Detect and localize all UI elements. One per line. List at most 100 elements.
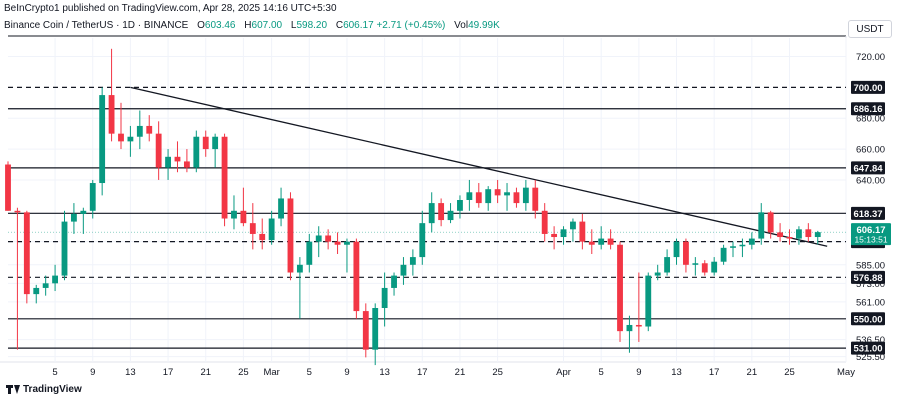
tradingview-brand[interactable]: TradingView [6, 384, 82, 395]
candle-body [475, 192, 482, 204]
candle-body [259, 233, 266, 241]
x-tick-label: 13 [671, 367, 682, 378]
x-tick-label: 25 [238, 367, 249, 378]
candle-body [560, 229, 567, 238]
candle-body [551, 233, 558, 238]
candle-body [532, 187, 539, 211]
level-label-bg [851, 341, 885, 355]
level-label: 686.16 [853, 104, 882, 115]
y-tick-label: 585.00 [856, 260, 885, 271]
candle-body [485, 189, 492, 204]
candle-body [805, 229, 812, 238]
candle-body [287, 198, 294, 273]
candle-body [796, 229, 802, 239]
x-tick-label: 5 [52, 367, 57, 378]
candle-body [183, 161, 190, 168]
currency-button[interactable]: USDT [848, 20, 892, 38]
candle-body [52, 275, 58, 284]
candle-body [748, 238, 755, 245]
symbol-name[interactable]: Binance Coin / TetherUS · 1D · BINANCE [4, 20, 189, 31]
candle-body [720, 247, 727, 262]
x-tick-label: 5 [599, 367, 604, 378]
y-tick-label: 660.00 [856, 145, 885, 156]
level-label-bg [851, 312, 885, 326]
candle-body [278, 198, 284, 219]
candle-body [457, 200, 463, 211]
candle-body [296, 264, 303, 273]
level-label-bg [851, 270, 885, 284]
countdown-label: 15:13:51 [854, 235, 887, 245]
candle-body [372, 308, 379, 350]
candle-body [23, 212, 30, 295]
candle-body [438, 203, 445, 221]
y-tick-label: 573.00 [856, 279, 885, 290]
y-tick-label: 640.00 [856, 175, 885, 186]
candle-body [739, 244, 746, 247]
change-value: +2.71 (+0.45%) [376, 20, 446, 31]
x-tick-label: Mar [263, 367, 279, 378]
candle-body [118, 133, 124, 142]
candle-body [767, 212, 774, 233]
candle-body [127, 136, 134, 142]
candle-body [334, 241, 341, 245]
candle-body [33, 287, 40, 295]
candle-body [165, 156, 171, 168]
candle-body [306, 241, 313, 265]
candle-body [598, 238, 605, 245]
candle-body [579, 221, 586, 242]
x-tick-label: 25 [492, 367, 503, 378]
candle-body [786, 237, 793, 239]
level-label: 647.84 [853, 163, 883, 174]
candle-body [692, 263, 699, 265]
candle-body [588, 241, 595, 245]
candle-body [353, 241, 360, 312]
candle-body [447, 210, 454, 221]
brand-label: TradingView [23, 384, 82, 395]
x-tick-label: 21 [747, 367, 758, 378]
candle-body [626, 324, 633, 332]
x-tick-label: 5 [307, 367, 312, 378]
candle-body [381, 287, 388, 308]
current-price-label-bg [851, 223, 891, 246]
x-tick-label: 9 [90, 367, 95, 378]
candle-body [362, 311, 369, 350]
level-label: 550.00 [853, 314, 882, 325]
candle-body [607, 238, 614, 245]
x-tick-label: 13 [125, 367, 136, 378]
candle-body [136, 125, 143, 137]
candle-body [814, 232, 821, 238]
candle-body [522, 187, 529, 204]
ohlc-info: Binance Coin / TetherUS · 1D · BINANCE O… [4, 20, 500, 31]
candle-body [504, 192, 510, 196]
volume-value: 49.99K [468, 20, 500, 31]
level-label-bg [851, 102, 885, 116]
candle-body [635, 324, 642, 327]
candle-body [5, 164, 11, 211]
high-label: H [244, 20, 252, 31]
candle-body [428, 203, 435, 224]
candle-body [344, 241, 350, 245]
candle-body [654, 272, 661, 276]
x-tick-label: 21 [455, 367, 466, 378]
level-label: 618.37 [853, 209, 882, 220]
candle-body [146, 125, 153, 134]
level-label-bg [851, 206, 885, 220]
candle-body [80, 210, 87, 214]
low-value: 598.20 [296, 20, 328, 31]
candle-body [541, 210, 548, 234]
volume-label: Vol [454, 20, 469, 31]
candle-body [42, 283, 49, 288]
candle-body [193, 136, 200, 168]
low-label: L [290, 20, 297, 31]
candle-body [391, 275, 397, 288]
candle-body [466, 192, 473, 200]
candle-body [240, 210, 247, 224]
y-tick-label: 720.00 [856, 52, 885, 63]
candle-body [711, 261, 718, 273]
candle-body [221, 136, 228, 219]
y-tick-label: 525.50 [856, 352, 885, 363]
candle-body [231, 210, 237, 219]
candle-body [202, 136, 209, 150]
candle-body [419, 223, 426, 258]
